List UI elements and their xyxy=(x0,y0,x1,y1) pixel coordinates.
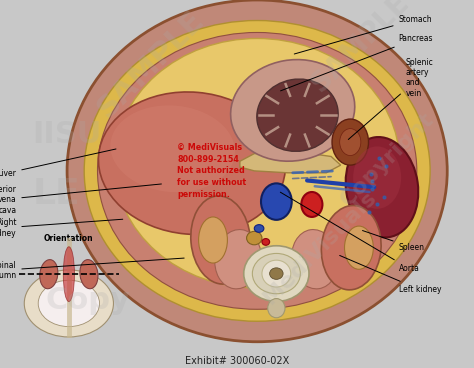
Text: SAMPLE: SAMPLE xyxy=(305,0,414,97)
Ellipse shape xyxy=(270,268,283,279)
Polygon shape xyxy=(240,152,341,173)
Text: Stomach: Stomach xyxy=(294,15,432,54)
Ellipse shape xyxy=(321,205,381,290)
Ellipse shape xyxy=(254,224,264,232)
Text: Copyright: Copyright xyxy=(337,108,438,210)
Ellipse shape xyxy=(98,32,417,309)
Text: Exhibit# 300060-02X: Exhibit# 300060-02X xyxy=(185,356,289,366)
Text: Inferior
vena
cava: Inferior vena cava xyxy=(0,184,162,215)
Text: Spinal
column: Spinal column xyxy=(0,258,184,280)
Ellipse shape xyxy=(191,196,251,284)
Text: © MediVisuals
800-899-2154
Not authorized
for use without
permission.: © MediVisuals 800-899-2154 Not authorize… xyxy=(177,143,246,199)
Ellipse shape xyxy=(257,79,338,151)
Text: Splenic
artery
and
vein: Splenic artery and vein xyxy=(348,58,433,139)
Ellipse shape xyxy=(110,105,235,192)
Ellipse shape xyxy=(84,21,430,321)
Ellipse shape xyxy=(346,137,418,237)
Text: LE: LE xyxy=(32,177,80,211)
Ellipse shape xyxy=(246,231,262,245)
Text: Copy: Copy xyxy=(46,286,131,315)
Text: Left kidney: Left kidney xyxy=(340,255,441,294)
Text: Spleen: Spleen xyxy=(363,230,425,252)
Text: Pancreas: Pancreas xyxy=(281,34,433,91)
Ellipse shape xyxy=(262,238,270,245)
Ellipse shape xyxy=(231,60,355,161)
Ellipse shape xyxy=(244,246,309,301)
Text: Right
kidney: Right kidney xyxy=(0,218,123,238)
Text: IISU: IISU xyxy=(32,120,101,149)
Text: MediVisuals: MediVisuals xyxy=(260,187,380,308)
Ellipse shape xyxy=(353,146,401,209)
Ellipse shape xyxy=(67,0,447,342)
Ellipse shape xyxy=(252,254,301,294)
Ellipse shape xyxy=(345,226,374,269)
Text: Aorta: Aorta xyxy=(280,192,419,273)
Ellipse shape xyxy=(266,84,319,127)
Ellipse shape xyxy=(115,39,400,288)
Ellipse shape xyxy=(340,129,361,156)
Ellipse shape xyxy=(292,230,338,289)
Ellipse shape xyxy=(262,260,291,287)
Ellipse shape xyxy=(99,92,285,234)
Ellipse shape xyxy=(199,217,228,263)
Ellipse shape xyxy=(332,119,368,165)
Ellipse shape xyxy=(215,230,261,289)
Text: Liver: Liver xyxy=(0,149,116,178)
Ellipse shape xyxy=(301,192,322,217)
Text: SAMPLE: SAMPLE xyxy=(91,4,210,123)
Ellipse shape xyxy=(261,183,292,220)
Ellipse shape xyxy=(268,298,285,318)
